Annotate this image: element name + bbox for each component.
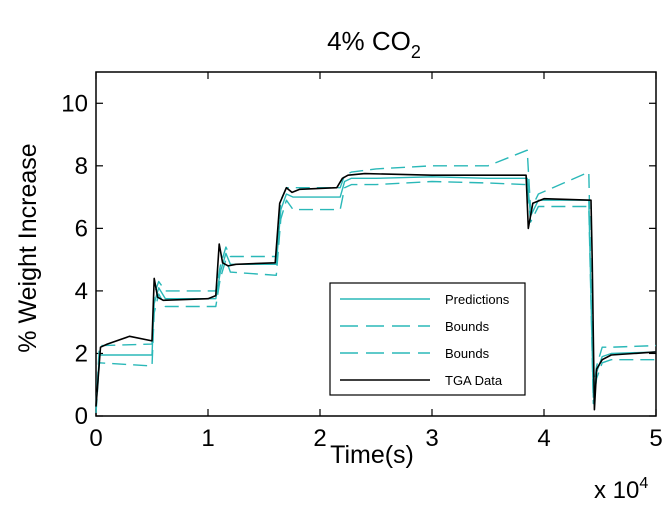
series-line-tga-data-3 <box>95 172 657 411</box>
y-tick-label: 0 <box>75 403 88 430</box>
y-tick-label: 10 <box>61 90 88 117</box>
series-lines <box>95 149 657 413</box>
x-tick-label: 4 <box>537 425 550 452</box>
legend-box <box>329 282 526 396</box>
x-axis-label: Time(s) <box>330 441 414 469</box>
legend-entry-label: Predictions <box>445 292 510 307</box>
x-tick-label: 1 <box>201 425 214 452</box>
axis-ticks: 0 1 2 3 4 5 0 2 4 6 8 10 <box>61 72 663 452</box>
y-tick-label: 6 <box>75 215 88 242</box>
y-tick-label: 8 <box>75 153 88 180</box>
x-tick-label: 5 <box>649 425 662 452</box>
x-axis-multiplier: x 104 <box>594 475 648 504</box>
series-line-bounds-2 <box>95 149 657 407</box>
chart-title: 4% CO2 <box>327 26 421 62</box>
y-tick-label: 2 <box>75 340 88 367</box>
x-tick-label: 2 <box>313 425 326 452</box>
legend-entry-label: TGA Data <box>445 373 503 388</box>
legend-entry-label: Bounds <box>445 346 490 361</box>
legend: Predictions Bounds Bounds TGA Data <box>329 282 526 396</box>
y-tick-label: 4 <box>75 278 88 305</box>
x-tick-label: 0 <box>89 425 102 452</box>
legend-entry-label: Bounds <box>445 319 490 334</box>
plot-area-frame <box>95 71 657 417</box>
y-axis-label: % Weight Increase <box>14 143 42 352</box>
x-tick-label: 3 <box>425 425 438 452</box>
